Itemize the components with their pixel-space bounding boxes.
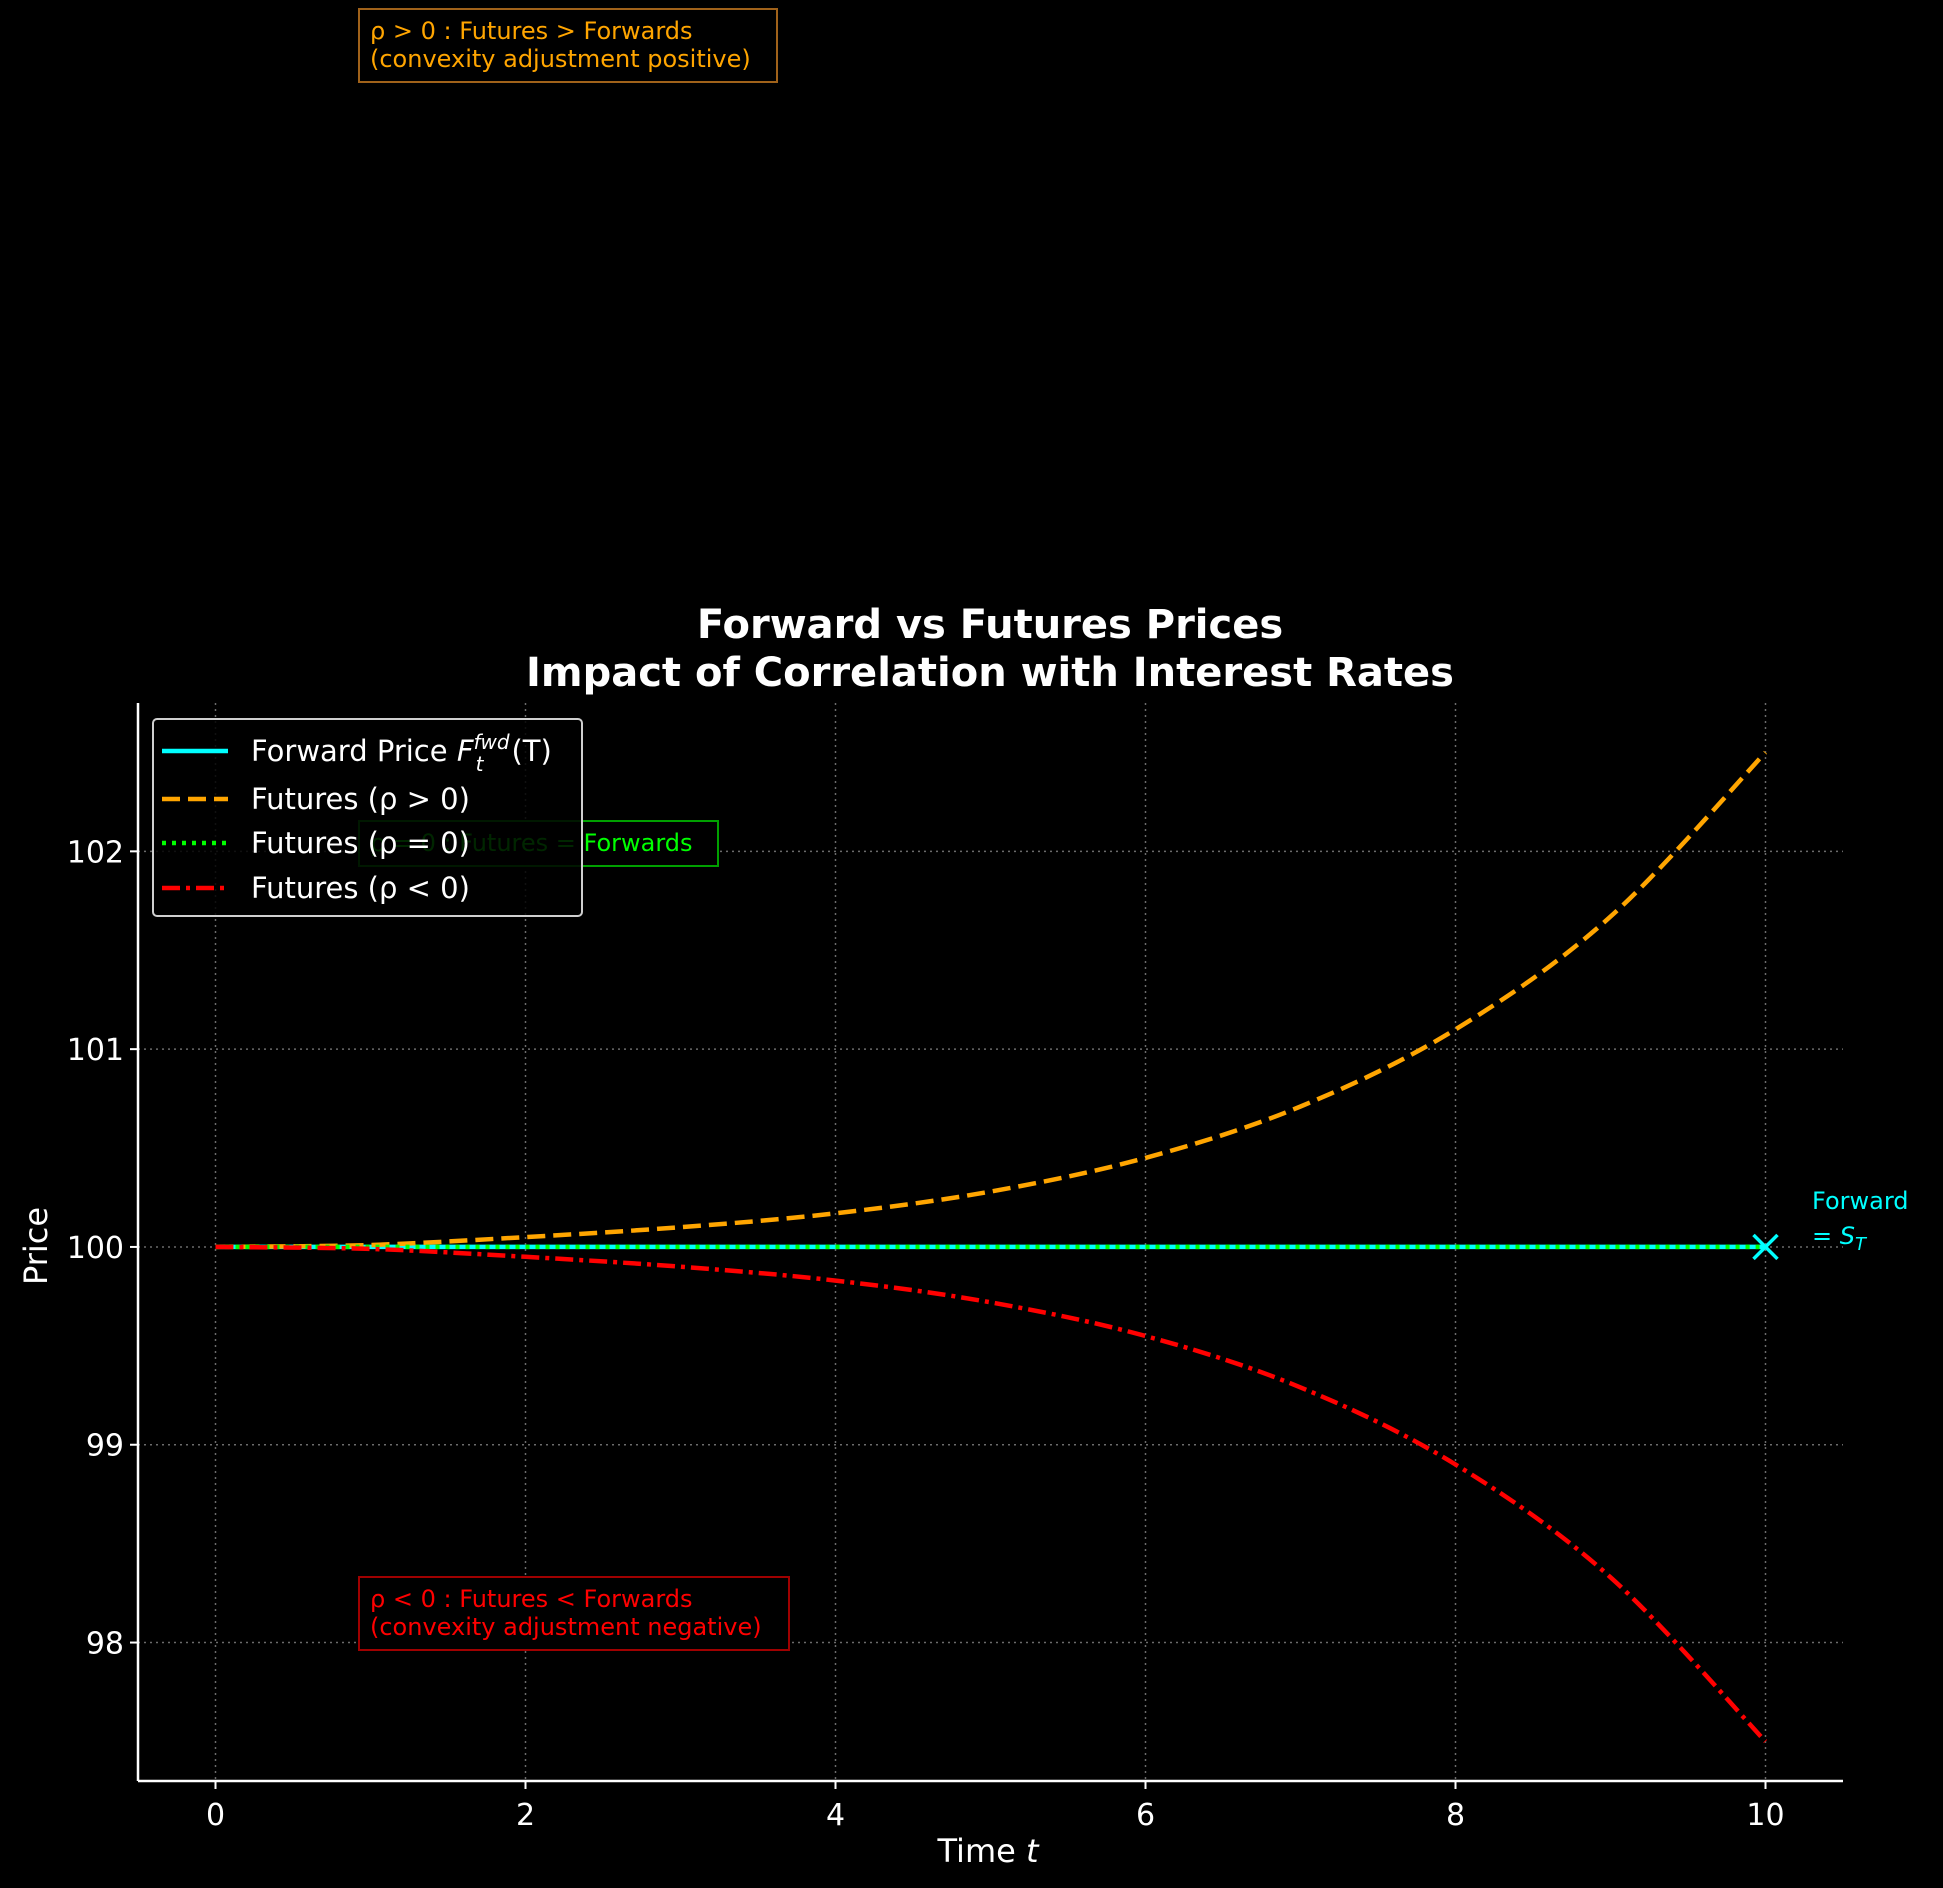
end-marker-label-line-2: = ST	[1812, 1222, 1868, 1255]
series-layer	[215, 750, 1768, 1743]
legend-frame	[152, 718, 583, 917]
x-axis-ticks: 0 2 4 6 8 10	[206, 1781, 1785, 1833]
legend: Forward Price Ffwd t (T) Futures (ρ > 0) F…	[152, 718, 583, 917]
end-marker-label-line-1: Forward	[1812, 1187, 1909, 1215]
annotation-negative-line-2: (convexity adjustment negative)	[370, 1613, 762, 1641]
series-futures-negative-line	[215, 1244, 1768, 1743]
legend-item-futures-zero: Futures (ρ = 0)	[162, 826, 470, 860]
annotation-positive-line-1: ρ > 0 : Futures > Forwards	[370, 17, 693, 45]
legend-item-futures-positive: Futures (ρ > 0)	[162, 782, 470, 816]
series-futures-positive-line	[215, 750, 1768, 1250]
y-tick-label: 98	[86, 1627, 124, 1662]
x-tick-label: 6	[1136, 1798, 1155, 1833]
legend-item-futures-negative: Futures (ρ < 0)	[162, 871, 470, 905]
legend-label-futures-negative: Futures (ρ < 0)	[251, 871, 470, 905]
x-tick-label: 10	[1746, 1798, 1784, 1833]
annotation-negative-box: ρ < 0 : Futures < Forwards (convexity ad…	[358, 1576, 790, 1651]
annotation-positive-box: ρ > 0 : Futures > Forwards (convexity ad…	[358, 8, 778, 83]
x-tick-label: 8	[1446, 1798, 1465, 1833]
chart-title-line-1: Forward vs Futures Prices	[697, 602, 1283, 648]
legend-item-forward: Forward Price Ffwd t (T)	[162, 730, 552, 776]
x-axis-label: Time t	[936, 1832, 1039, 1870]
x-tick-label: 2	[516, 1798, 535, 1833]
end-x-marker	[1752, 1233, 1779, 1261]
y-tick-label: 99	[86, 1429, 124, 1464]
annotation-positive-line-2: (convexity adjustment positive)	[370, 45, 751, 73]
legend-label-forward: Forward Price Ffwd t (T)	[251, 730, 552, 776]
y-axis-label: Price	[17, 1207, 55, 1285]
y-axis-ticks: 98 99 100 101 102	[67, 835, 138, 1662]
y-tick-label: 101	[67, 1033, 124, 1068]
y-tick-label: 102	[67, 835, 124, 870]
y-tick-label: 100	[67, 1231, 124, 1266]
chart-title-line-2: Impact of Correlation with Interest Rate…	[526, 650, 1454, 696]
legend-label-futures-zero: Futures (ρ = 0)	[251, 826, 470, 860]
annotation-negative-line-1: ρ < 0 : Futures < Forwards	[370, 1585, 693, 1613]
legend-label-futures-positive: Futures (ρ > 0)	[251, 782, 470, 816]
x-tick-label: 0	[206, 1798, 225, 1833]
x-tick-label: 4	[826, 1798, 845, 1833]
